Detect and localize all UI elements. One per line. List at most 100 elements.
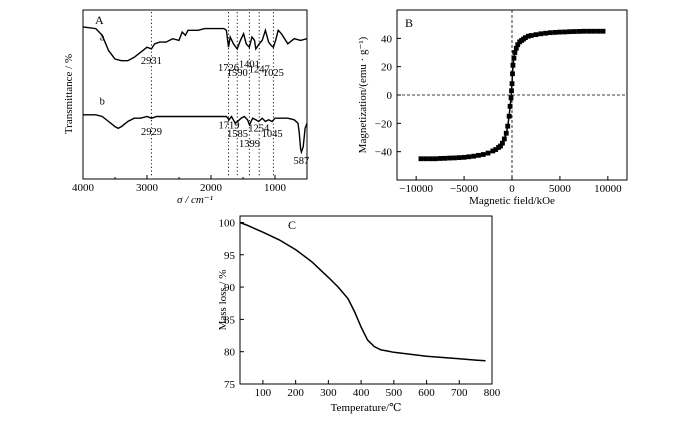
magnetization-point [581, 28, 587, 34]
panel-c-x-ticks: 100 200 300 400 500 600 700 800 [255, 380, 501, 399]
magnetization-point [471, 153, 477, 159]
ftir-peak-label: 1401 [239, 59, 260, 70]
magnetization-point [538, 31, 544, 37]
magnetization-point [500, 140, 505, 146]
magnetization-point [591, 28, 596, 34]
panel-a-reference-lines [150, 12, 274, 177]
magnetization-point [509, 81, 515, 87]
magnetization-point [447, 155, 453, 161]
magnetization-point [533, 32, 539, 38]
ftir-peak-label: 1399 [239, 139, 260, 150]
tga-curve [239, 221, 486, 362]
ftir-peak-label: 2931 [141, 56, 162, 67]
magnetization-point [508, 95, 514, 101]
y-tick-label: 90 [224, 282, 236, 294]
x-tick-label: 300 [320, 387, 337, 399]
magnetization-point [515, 42, 521, 48]
panel-b-series [418, 28, 606, 162]
panel-c-label: C [288, 218, 296, 232]
x-tick-label: 800 [484, 387, 501, 399]
magnetization-point [466, 154, 472, 160]
magnetization-point [528, 33, 534, 38]
magnetization-point [437, 156, 443, 161]
magnetization-point [547, 30, 553, 36]
magnetization-point [595, 28, 601, 34]
magnetization-point [511, 55, 517, 61]
panel-c-frame [239, 215, 493, 385]
x-tick-label: 600 [418, 387, 435, 399]
magnetization-point [571, 29, 577, 34]
y-tick-label: 95 [224, 250, 236, 262]
y-tick-label: 40 [381, 33, 393, 45]
ftir-peak-label: 1247 [249, 65, 270, 76]
magnetization-point [476, 152, 481, 158]
magnetization-point [523, 35, 528, 41]
ftir-peak-label: 2929 [141, 127, 162, 138]
ftir-peak-label: 1585 [227, 129, 248, 140]
magnetization-point [513, 45, 519, 51]
panel-a-label: A [95, 13, 104, 27]
ftir-peak-label: 1719 [218, 120, 239, 131]
magnetization-point [442, 155, 448, 161]
magnetization-point [461, 154, 467, 160]
panel-b-x-ticks: −10000 −5000 0 5000 10000 [399, 176, 622, 195]
magnetization-point [506, 113, 512, 119]
panel-a-frame [82, 9, 308, 180]
magnetization-point [485, 150, 491, 156]
x-tick-label: 0 [509, 183, 515, 195]
magnetization-point [490, 148, 496, 154]
magnetization-point [480, 152, 486, 157]
x-tick-label: 4000 [72, 182, 95, 194]
magnetization-point [503, 130, 509, 136]
x-tick-label: 5000 [549, 183, 572, 195]
panel-c-ylabel: Mass loss / % [217, 270, 229, 331]
magnetization-point [510, 71, 515, 77]
magnetization-point [501, 136, 507, 142]
magnetization-point [507, 103, 513, 109]
panel-b-ylabel: Magnetization/(emu · g⁻¹) [357, 36, 369, 153]
x-tick-label: −10000 [399, 183, 433, 195]
magnetization-point [510, 62, 516, 68]
magnetization-point [576, 28, 582, 34]
x-tick-label: 2000 [200, 182, 223, 194]
panel-b-label: B [405, 16, 413, 30]
ftir-line-b [83, 114, 308, 155]
x-tick-label: 10000 [594, 183, 622, 195]
y-tick-label: −20 [375, 118, 393, 130]
magnetization-point [423, 156, 429, 162]
ftir-peak-label: 1726 [218, 63, 239, 74]
x-tick-label: 400 [353, 387, 370, 399]
magnetization-point [498, 143, 503, 149]
magnetization-point [543, 30, 548, 36]
y-tick-label: 80 [224, 347, 236, 359]
panel-c-xlabel: Temperature/℃ [331, 402, 402, 414]
magnetization-point [586, 28, 592, 34]
panel-a-xlabel: σ / cm⁻¹ [177, 194, 213, 206]
y-tick-label: 20 [381, 62, 393, 74]
x-tick-label: −5000 [450, 183, 479, 195]
magnetization-point [562, 29, 568, 35]
magnetization-point [552, 29, 558, 35]
panel-b: B −10000 −5000 0 5000 10000 −40 −20 0 20 40 Magn… [357, 9, 628, 207]
x-tick-label: 200 [287, 387, 304, 399]
magnetization-point [557, 29, 563, 35]
magnetization-point [512, 50, 518, 55]
panel-c-series [239, 221, 486, 362]
magnetization-point [452, 155, 457, 161]
magnetization-point [418, 156, 424, 162]
y-tick-label: 75 [224, 379, 236, 391]
ftir-peak-label: 587 [294, 156, 310, 167]
magnetization-point [525, 33, 531, 39]
x-tick-label: 3000 [136, 182, 159, 194]
magnetization-point [432, 156, 438, 162]
panel-a-x-ticks: 4000 3000 2000 1000 [72, 175, 287, 194]
magnetization-point [428, 156, 433, 162]
ftir-peak-label: 1045 [262, 129, 283, 140]
magnetization-point [509, 88, 514, 94]
magnetization-point [493, 147, 499, 152]
magnetization-point [567, 29, 572, 35]
y-tick-label: 100 [219, 217, 236, 229]
y-tick-label: −40 [375, 147, 393, 159]
